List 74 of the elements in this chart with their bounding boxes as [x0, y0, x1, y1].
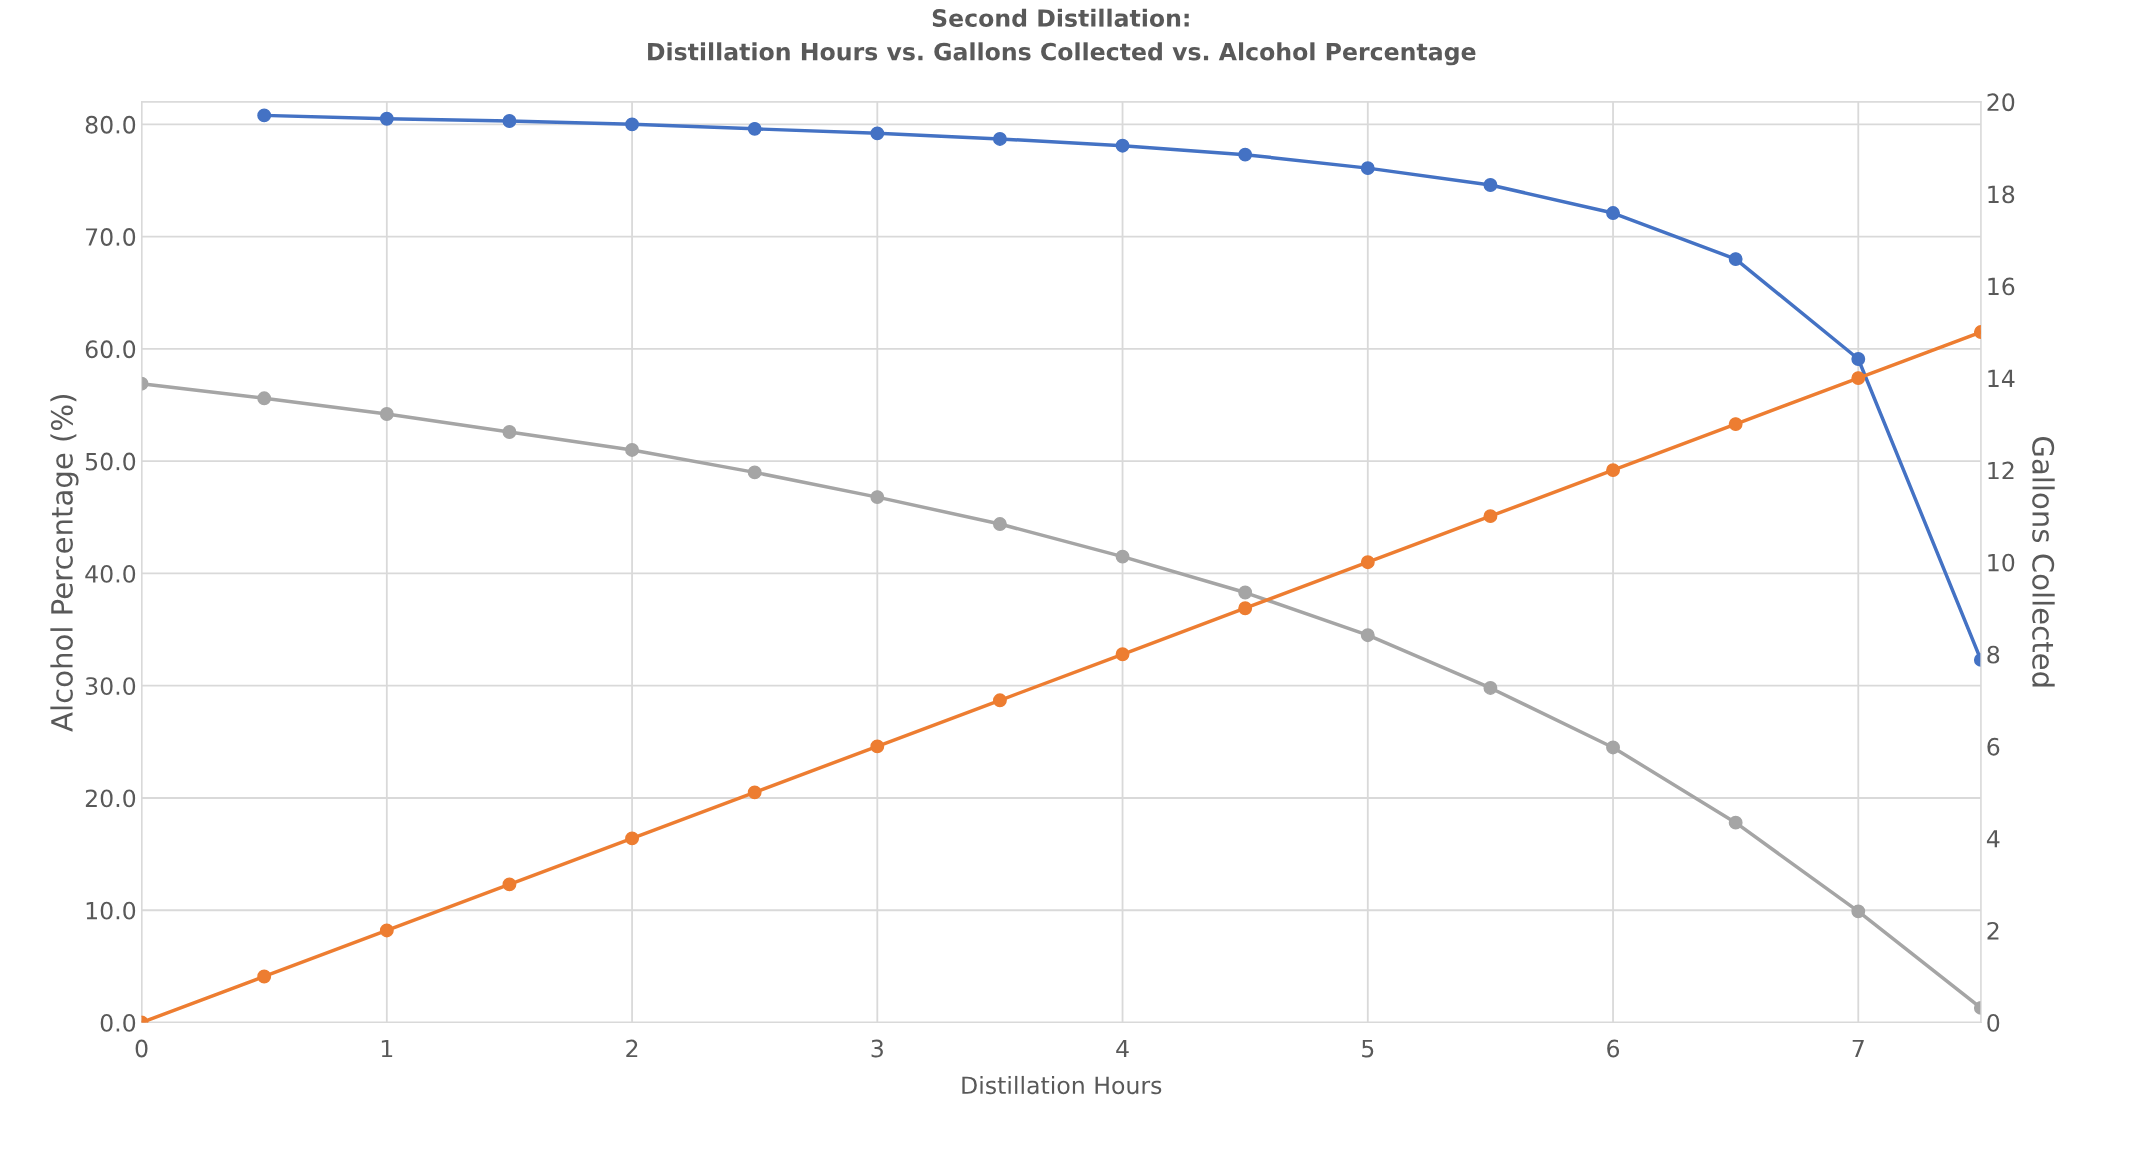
- point: [1483, 681, 1498, 695]
- x-tick-label: 0: [135, 1039, 148, 1058]
- point: [1606, 463, 1620, 478]
- y-tick-label: 80.0: [85, 115, 136, 134]
- point: [747, 785, 762, 800]
- point: [1728, 417, 1743, 432]
- point: [747, 465, 762, 480]
- y2-tick-label: 2: [1987, 921, 1999, 940]
- point: [1483, 178, 1498, 192]
- point: [870, 739, 885, 754]
- point: [1606, 740, 1620, 755]
- x-tick-label: 2: [626, 1039, 638, 1058]
- x-axis-title: Distillation Hours: [962, 1075, 1162, 1095]
- y-axis-title: Alcohol Percentage (%): [50, 395, 79, 732]
- x-tick-label: 3: [871, 1039, 883, 1058]
- point: [379, 111, 394, 126]
- point: [1483, 509, 1498, 524]
- point: [257, 969, 272, 984]
- point: [870, 490, 885, 505]
- point: [1851, 352, 1866, 366]
- point: [1360, 628, 1375, 643]
- point: [257, 108, 272, 123]
- point: [870, 126, 885, 141]
- x-tick-label: 1: [381, 1039, 393, 1058]
- x-tick-label: 4: [1116, 1039, 1129, 1058]
- y2-tick-label: 14: [1988, 369, 2015, 388]
- y-tick-label: 0.0: [100, 1013, 136, 1032]
- y-tick-label: 50.0: [85, 452, 136, 471]
- x-tick-label: 5: [1362, 1039, 1374, 1058]
- y2-tick-label: 10: [1988, 553, 2015, 572]
- y2-axis-title: Gallons Collected: [2032, 436, 2055, 687]
- point: [379, 923, 394, 938]
- point: [1115, 647, 1130, 662]
- point: [1606, 206, 1620, 220]
- point: [1238, 601, 1253, 616]
- point: [1851, 904, 1866, 919]
- y-tick-label: 10.0: [86, 901, 136, 920]
- point: [1115, 138, 1130, 153]
- point: [625, 117, 640, 132]
- point: [1360, 555, 1375, 570]
- point: [747, 121, 762, 136]
- y2-tick-label: 4: [1986, 830, 2000, 848]
- point: [1238, 585, 1253, 600]
- point: [1360, 161, 1375, 176]
- point: [992, 693, 1007, 708]
- y2-tick-label: 16: [1988, 277, 2015, 296]
- y2-tick-label: 8: [1987, 645, 2000, 664]
- y-tick-label: 70.0: [86, 228, 136, 246]
- y-tick-label: 30.0: [85, 677, 136, 696]
- point: [992, 517, 1007, 531]
- x-tick-label: 7: [1852, 1039, 1864, 1058]
- x-tick-label: 6: [1607, 1039, 1620, 1058]
- point: [992, 132, 1007, 146]
- y-tick-label: 20.0: [85, 789, 136, 808]
- point: [257, 391, 272, 406]
- y2-tick-label: 18: [1988, 185, 2015, 204]
- point: [625, 442, 640, 457]
- point: [625, 831, 640, 846]
- point: [379, 407, 394, 421]
- point: [1728, 815, 1743, 830]
- chart-title: Second Distillation: Distillation Hours vs. Gallons Collected vs. Alcohol Percentage: [648, 8, 1476, 66]
- point: [502, 877, 517, 892]
- point: [1728, 252, 1743, 267]
- y-tick-label: 40.0: [85, 564, 136, 583]
- y2-tick-label: 0: [1987, 1013, 2000, 1032]
- y2-tick-label: 12: [1988, 461, 2014, 480]
- point: [1851, 371, 1866, 386]
- y-tick-label: 60.0: [85, 340, 136, 359]
- y2-tick-label: 6: [1987, 737, 2000, 756]
- point: [502, 425, 517, 439]
- point: [1115, 549, 1130, 564]
- y2-tick-label: 20: [1987, 93, 2015, 112]
- point: [1238, 147, 1253, 162]
- point: [502, 114, 517, 128]
